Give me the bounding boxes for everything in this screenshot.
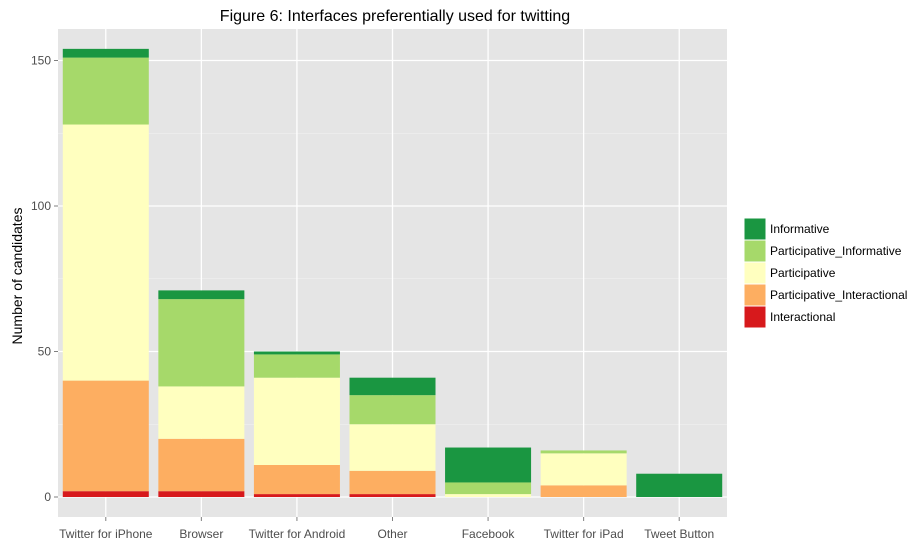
bar-segment [349,395,436,425]
bar-segment [253,494,340,497]
legend-swatch [743,239,767,263]
y-ticks: 0 50 100 150 [31,54,58,504]
bar-segment [445,494,532,497]
legend-item: Participative_Interactional [743,283,907,307]
bar-segment [253,377,340,465]
bar-segment [349,377,436,396]
bar-segment [349,424,436,471]
bar-segment [445,447,532,483]
legend-swatch [743,305,767,329]
legend-swatch [743,217,767,241]
y-tick-label: 50 [38,345,52,359]
bar-segment [158,491,245,497]
bar-segment [158,299,245,387]
bar-segment [158,386,245,439]
bar-segment [62,48,149,58]
bar-segment [253,354,340,378]
bar-segment [540,453,627,486]
legend-swatch [743,283,767,307]
bar-segment [253,464,340,495]
legend-item: Participative_Informative [743,239,902,263]
bar-segment [62,380,149,492]
legend-item: Participative [743,261,836,285]
legend-label: Participative [770,266,836,280]
y-tick-label: 150 [31,54,51,68]
bar-segment [540,450,627,454]
bar-segment [349,470,436,495]
bar-segment [62,124,149,381]
x-tick-label: Twitter for Android [249,527,346,541]
legend-label: Informative [770,222,830,236]
legend-swatch [743,261,767,285]
bars [62,48,723,497]
y-axis-label: Number of candidates [9,208,25,345]
x-tick-label: Twitter for iPhone [59,527,153,541]
y-tick-label: 100 [31,199,51,213]
x-tick-label: Twitter for iPad [544,527,624,541]
legend: Informative Participative_Informative Part… [743,217,907,329]
bar-segment [158,290,245,300]
x-tick-label: Browser [179,527,223,541]
legend-label: Interactional [770,310,835,324]
x-tick-label: Tweet Button [644,527,714,541]
bar-segment [636,473,723,497]
bar-segment [62,57,149,125]
x-ticks: Twitter for iPhone Browser Twitter for And… [59,517,714,541]
bar-segment [349,494,436,497]
x-tick-label: Other [377,527,407,541]
legend-label: Participative_Informative [770,244,902,258]
chart-title: Figure 6: Interfaces preferentially used… [220,8,570,25]
y-tick-label: 0 [44,490,51,504]
bar-segment [540,485,627,497]
legend-item: Informative [743,217,830,241]
legend-label: Participative_Interactional [770,288,907,302]
legend-item: Interactional [743,305,835,329]
bar-segment [253,351,340,355]
bar-segment [158,438,245,492]
bar-segment [62,491,149,497]
x-tick-label: Facebook [462,527,516,541]
bar-segment [445,482,532,495]
